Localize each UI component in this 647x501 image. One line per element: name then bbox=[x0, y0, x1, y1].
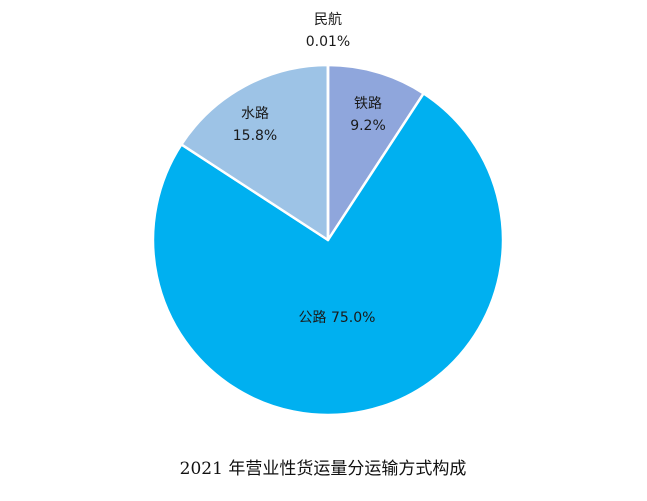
pie-slices bbox=[151, 63, 505, 417]
pie-slice-1 bbox=[151, 92, 505, 417]
slice-value-label-0: 9.2% bbox=[350, 118, 386, 134]
slice-name-label-2: 水路 bbox=[241, 106, 269, 122]
pie-slice-2 bbox=[180, 63, 330, 242]
slice-value-label-3: 0.01% bbox=[306, 34, 350, 50]
slice-name-label-0: 铁路 bbox=[354, 96, 382, 112]
pie-slice-0 bbox=[326, 63, 425, 242]
pie-labels: 铁路 9.2% 公路 75.0% 水路 15.8% 民航 0.01% bbox=[233, 12, 386, 326]
slice-label-1: 公路 75.0% bbox=[299, 310, 376, 326]
chart-title: 2021 年营业性货运量分运输方式构成 bbox=[180, 459, 467, 479]
slice-name-label-3: 民航 bbox=[314, 12, 342, 28]
slice-value-label-2: 15.8% bbox=[233, 128, 277, 144]
